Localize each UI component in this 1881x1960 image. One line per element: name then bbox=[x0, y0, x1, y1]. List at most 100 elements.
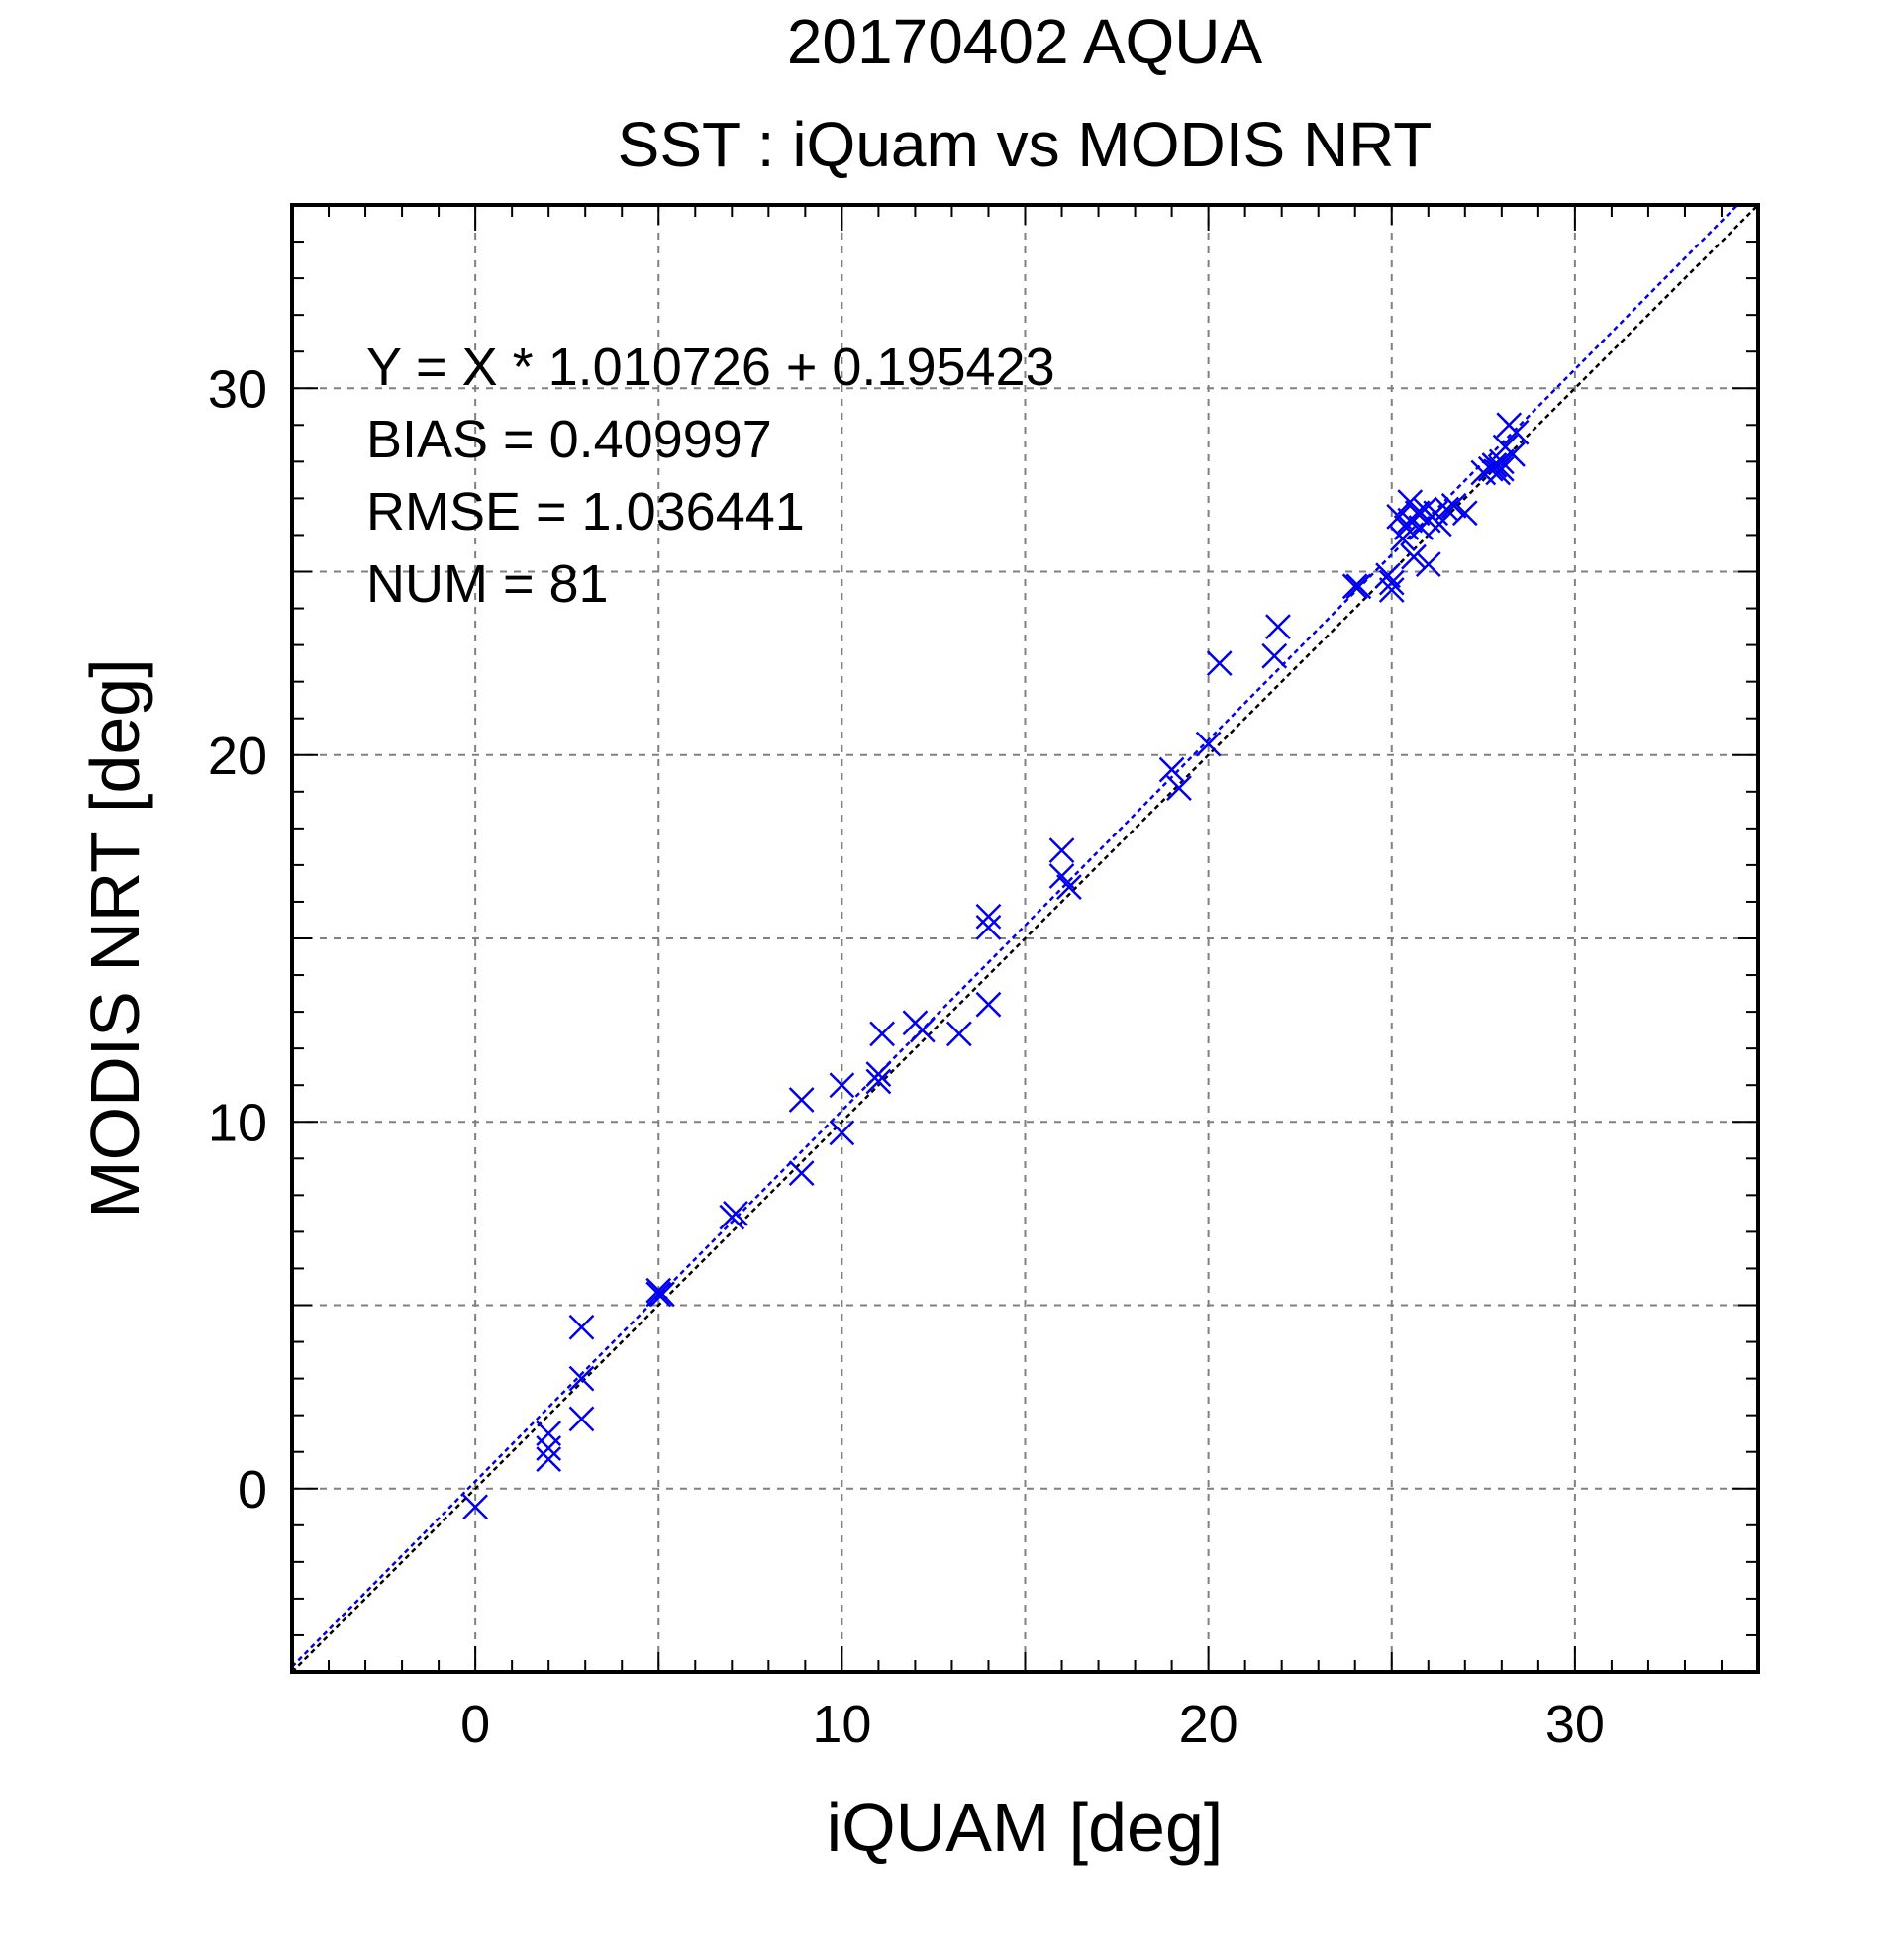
data-point-stroke bbox=[1261, 642, 1288, 669]
data-point bbox=[1345, 573, 1372, 600]
chart-title: 20170402 AQUA bbox=[787, 6, 1263, 77]
fit-equation: Y = X * 1.010726 + 0.195423 bbox=[366, 338, 1055, 397]
data-point bbox=[1261, 642, 1288, 669]
data-point-stroke bbox=[869, 1021, 895, 1047]
data-point bbox=[788, 1160, 815, 1187]
data-point bbox=[1206, 650, 1233, 677]
y-axis-label: MODIS NRT [deg] bbox=[76, 658, 153, 1218]
data-point-stroke bbox=[1451, 500, 1478, 527]
data-point-stroke bbox=[1378, 569, 1405, 596]
x-axis-label: iQUAM [deg] bbox=[827, 1789, 1224, 1866]
data-point bbox=[536, 1421, 562, 1447]
identity-line bbox=[292, 205, 1758, 1672]
data-point bbox=[1440, 492, 1467, 519]
data-point bbox=[1488, 448, 1515, 475]
data-point bbox=[945, 1021, 972, 1047]
num-value: NUM = 81 bbox=[366, 554, 609, 614]
data-point-stroke bbox=[1375, 562, 1401, 589]
tick-labels: 0 10 20 30 0 10 20 30 bbox=[208, 359, 1605, 1754]
data-point-stroke bbox=[1500, 441, 1526, 467]
data-point-stroke bbox=[536, 1421, 562, 1447]
x-tick-label: 10 bbox=[812, 1695, 871, 1754]
data-point bbox=[1166, 775, 1192, 801]
y-tick-label: 30 bbox=[208, 359, 267, 419]
data-point-stroke bbox=[829, 1120, 855, 1146]
data-point-stroke bbox=[829, 1072, 855, 1099]
grid-lines bbox=[292, 205, 1758, 1672]
stats-box: Y = X * 1.010726 + 0.195423 BIAS = 0.409… bbox=[366, 338, 1055, 614]
data-point bbox=[1375, 562, 1401, 589]
data-point-stroke bbox=[1166, 775, 1192, 801]
data-point-stroke bbox=[649, 1281, 675, 1308]
data-point-stroke bbox=[1341, 573, 1368, 600]
data-point-stroke bbox=[1401, 543, 1427, 570]
data-point bbox=[788, 1087, 815, 1113]
data-point bbox=[1500, 441, 1526, 467]
data-point-stroke bbox=[1378, 577, 1405, 603]
data-point-stroke bbox=[1048, 863, 1075, 889]
data-point bbox=[1415, 551, 1441, 577]
data-point-stroke bbox=[1397, 489, 1424, 515]
x-tick-label: 0 bbox=[460, 1695, 490, 1754]
data-point bbox=[568, 1406, 595, 1432]
data-point bbox=[1378, 577, 1405, 603]
y-tick-label: 10 bbox=[208, 1093, 267, 1152]
data-point-stroke bbox=[975, 903, 1002, 930]
data-point-stroke bbox=[568, 1365, 595, 1392]
data-point bbox=[536, 1446, 562, 1472]
data-point-stroke bbox=[1440, 492, 1467, 519]
data-point-stroke bbox=[1503, 419, 1530, 445]
chart-subtitle: SST : iQuam vs MODIS NRT bbox=[618, 109, 1433, 180]
y-tick-label: 0 bbox=[238, 1460, 267, 1519]
data-point bbox=[975, 915, 1002, 940]
data-point bbox=[1481, 452, 1508, 478]
x-tick-label: 30 bbox=[1545, 1695, 1605, 1754]
data-point-stroke bbox=[865, 1068, 892, 1095]
x-tick-label: 20 bbox=[1179, 1695, 1238, 1754]
data-point-stroke bbox=[1056, 874, 1082, 901]
data-point-stroke bbox=[1345, 573, 1372, 600]
data-point-stroke bbox=[945, 1021, 972, 1047]
data-point bbox=[909, 1017, 936, 1043]
data-point bbox=[1426, 511, 1452, 538]
data-point-stroke bbox=[568, 1406, 595, 1432]
data-point-stroke bbox=[568, 1314, 595, 1340]
data-point bbox=[829, 1120, 855, 1146]
data-point bbox=[568, 1314, 595, 1340]
data-point bbox=[723, 1200, 748, 1226]
data-point bbox=[1401, 543, 1427, 570]
data-point bbox=[1503, 419, 1530, 445]
data-point bbox=[1341, 573, 1368, 600]
data-point-stroke bbox=[1206, 650, 1233, 677]
data-point bbox=[1451, 500, 1478, 527]
data-point-stroke bbox=[1195, 731, 1222, 757]
data-point bbox=[536, 1435, 562, 1461]
data-point-stroke bbox=[536, 1446, 562, 1472]
data-points bbox=[462, 412, 1530, 1520]
y-tick-label: 20 bbox=[208, 727, 267, 786]
data-point-stroke bbox=[1386, 504, 1413, 530]
rmse-value: RMSE = 1.036441 bbox=[366, 482, 805, 541]
data-point bbox=[649, 1281, 675, 1308]
data-point bbox=[1265, 614, 1291, 639]
data-point bbox=[1195, 731, 1222, 757]
data-point bbox=[645, 1281, 672, 1308]
data-point-stroke bbox=[865, 1061, 892, 1087]
data-point bbox=[865, 1068, 892, 1095]
data-point-stroke bbox=[1158, 756, 1185, 783]
data-point bbox=[975, 991, 1002, 1018]
data-point-stroke bbox=[1426, 511, 1452, 538]
data-point bbox=[1404, 500, 1431, 527]
data-point bbox=[1056, 874, 1082, 901]
data-point-stroke bbox=[1488, 448, 1515, 475]
data-point bbox=[1048, 837, 1075, 863]
data-point bbox=[1048, 863, 1075, 889]
data-point bbox=[1158, 756, 1185, 783]
data-point-stroke bbox=[909, 1017, 936, 1043]
data-point-stroke bbox=[788, 1087, 815, 1113]
data-point-stroke bbox=[1481, 452, 1508, 478]
data-point bbox=[462, 1494, 489, 1520]
data-point bbox=[829, 1072, 855, 1099]
bias-value: BIAS = 0.409997 bbox=[366, 410, 772, 469]
